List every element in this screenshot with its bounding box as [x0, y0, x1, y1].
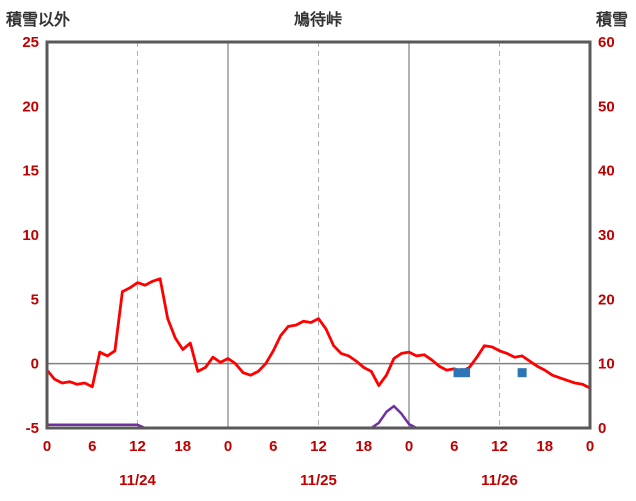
y-left-tick-label: -5 — [26, 420, 39, 437]
precipitation-marker — [517, 368, 527, 378]
x-hour-tick-label: 0 — [224, 438, 232, 455]
y-left-tick-label: 0 — [31, 356, 39, 373]
x-hour-tick-label: 12 — [129, 438, 146, 455]
x-hour-tick-label: 18 — [536, 438, 553, 455]
x-date-label: 11/25 — [300, 472, 337, 489]
y-right-tick-label: 20 — [598, 291, 615, 308]
precipitation-marker — [461, 368, 471, 378]
left-axis-title: 積雪以外 — [6, 12, 71, 29]
x-date-label: 11/24 — [119, 472, 156, 489]
precipitation-marker — [453, 368, 463, 378]
y-right-tick-label: 30 — [598, 227, 615, 244]
x-hour-tick-label: 18 — [355, 438, 372, 455]
y-left-tick-label: 10 — [22, 227, 39, 244]
y-right-tick-label: 60 — [598, 34, 615, 51]
y-right-tick-label: 0 — [598, 420, 606, 437]
x-hour-tick-label: 0 — [405, 438, 413, 455]
y-left-tick-label: 5 — [31, 291, 39, 308]
y-right-tick-label: 10 — [598, 356, 615, 373]
temperature-line — [45, 277, 592, 390]
y-left-tick-label: 25 — [22, 34, 39, 51]
plot-border — [45, 40, 592, 430]
x-hour-tick-label: 12 — [310, 438, 327, 455]
x-hour-tick-label: 6 — [269, 438, 277, 455]
right-axis-title: 積雪 — [595, 12, 628, 29]
x-date-label: 11/26 — [481, 472, 518, 489]
x-hour-tick-label: 18 — [174, 438, 191, 455]
y-left-tick-label: 20 — [22, 98, 39, 115]
chart-title: 鳩待峠 — [293, 12, 342, 29]
x-hour-tick-label: 0 — [586, 438, 594, 455]
x-hour-tick-label: 0 — [43, 438, 51, 455]
y-right-tick-label: 50 — [598, 98, 615, 115]
x-hour-tick-label: 12 — [491, 438, 508, 455]
x-hour-tick-label: 6 — [450, 438, 458, 455]
x-hour-tick-label: 6 — [88, 438, 96, 455]
y-right-tick-label: 40 — [598, 163, 615, 180]
y-left-tick-label: 15 — [22, 163, 39, 180]
